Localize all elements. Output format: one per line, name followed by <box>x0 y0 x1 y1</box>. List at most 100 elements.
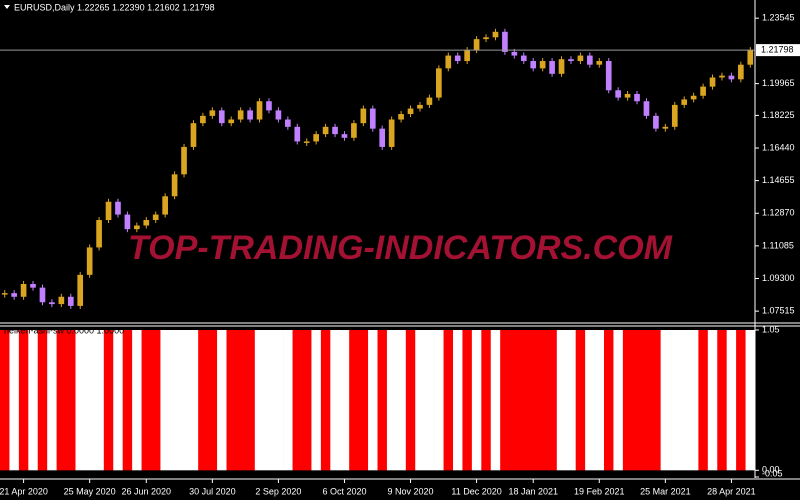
candle-body <box>200 115 206 124</box>
indicator-bar <box>339 330 350 471</box>
indicator-bar <box>151 330 161 471</box>
menu-arrow[interactable] <box>4 5 10 9</box>
indicator-bar <box>679 330 690 471</box>
indicator-bar <box>254 330 265 471</box>
watermark: TOP-TRADING-INDICATORS.COM <box>128 229 673 267</box>
x-tick-label: 6 Oct 2020 <box>322 486 366 496</box>
candle-body <box>445 55 452 69</box>
x-tick-label: 26 Jun 2020 <box>122 486 172 496</box>
candle-body <box>700 86 706 96</box>
candle-body <box>624 93 631 98</box>
candle-body <box>596 61 603 65</box>
indicator-bar <box>670 330 680 471</box>
candle-body <box>143 220 150 226</box>
indicator-bar <box>28 330 39 471</box>
candle-body <box>671 104 678 127</box>
indicator-bar <box>141 330 152 471</box>
candle-body <box>313 134 319 142</box>
candle-body <box>709 77 716 87</box>
y-tick-label: 1.23545 <box>762 13 795 23</box>
indicator-bar <box>160 330 171 471</box>
indicator-bar <box>519 330 529 471</box>
indicator-bar <box>235 330 246 471</box>
candle-body <box>605 61 612 91</box>
indicator-bar <box>198 330 208 471</box>
candle-body <box>407 108 414 115</box>
candle-body <box>1 293 8 295</box>
indicator-bar <box>113 330 123 471</box>
candle-body <box>634 93 640 102</box>
indicator-bar <box>717 330 727 471</box>
candle-body <box>96 220 102 248</box>
indicator-bar <box>462 330 473 471</box>
indicator-bar <box>604 330 614 471</box>
indicator-bar <box>537 330 548 471</box>
indicator-bar <box>226 330 237 471</box>
indicator-bar <box>264 330 274 471</box>
x-tick-label: 9 Nov 2020 <box>388 486 434 496</box>
indicator-bar <box>320 330 331 471</box>
candle-body <box>568 59 574 62</box>
y-tick-label: 1.11085 <box>762 240 794 250</box>
candle-body <box>190 123 197 147</box>
indicator-bar <box>358 330 369 471</box>
candle-body <box>360 108 367 124</box>
candle-body <box>643 101 650 116</box>
candle-body <box>738 64 744 80</box>
indicator-bar <box>528 330 539 471</box>
indicator-bar <box>217 330 227 471</box>
y-tick-label: 1.16440 <box>762 142 795 152</box>
candle-body <box>690 95 697 100</box>
candle-body <box>379 128 386 147</box>
indicator-bar <box>368 330 378 471</box>
indicator-bar <box>556 330 567 471</box>
candle-body <box>398 114 404 120</box>
candle-body <box>303 141 310 143</box>
candle-body <box>436 68 442 98</box>
indicator-y-tick-label: 0.00 <box>762 465 780 475</box>
indicator-bar <box>434 330 444 471</box>
candle-body <box>115 201 121 215</box>
y-tick-label: 1.09300 <box>762 273 795 283</box>
indicator-bar <box>509 330 520 471</box>
candle-body <box>341 134 348 138</box>
x-tick-label: 28 Apr 2021 <box>707 486 756 496</box>
candle-body <box>67 296 74 306</box>
x-tick-label: 21 Apr 2020 <box>0 486 48 496</box>
x-tick-label: 2 Sep 2020 <box>255 486 301 496</box>
candle-body <box>681 99 688 105</box>
indicator-bar <box>103 330 114 471</box>
indicator-bar <box>349 330 359 471</box>
candle-body <box>171 174 178 197</box>
indicator-bar <box>84 330 95 471</box>
indicator-bar <box>566 330 576 471</box>
candle-body <box>502 31 508 52</box>
indicator-bar <box>169 330 180 471</box>
candle-body <box>388 119 395 147</box>
indicator-bar <box>547 330 558 471</box>
x-tick-label: 25 Mar 2021 <box>640 486 691 496</box>
candle-body <box>134 225 140 230</box>
indicator-bar <box>132 330 142 471</box>
candle-body <box>275 110 282 120</box>
candle-body <box>653 115 659 129</box>
chart-title: EURUSD,Daily 1.22265 1.22390 1.21602 1.2… <box>14 2 215 12</box>
y-tick-label: 1.19965 <box>762 78 795 88</box>
indicator-bar <box>292 330 303 471</box>
candle-body <box>615 90 621 98</box>
indicator-bar <box>311 330 322 471</box>
y-tick-label: 1.07515 <box>762 306 795 316</box>
candle-body <box>152 214 159 221</box>
candle-body <box>520 55 527 62</box>
indicator-bar <box>405 330 416 471</box>
x-tick-label: 11 Dec 2020 <box>451 486 501 496</box>
indicator-bar <box>575 330 586 471</box>
indicator-bar <box>698 330 709 471</box>
indicator-bar <box>688 330 699 471</box>
indicator-bar <box>273 330 284 471</box>
y-tick-label: 1.18225 <box>762 110 795 120</box>
indicator-bar <box>245 330 256 471</box>
x-tick-label: 30 Jul 2020 <box>189 486 236 496</box>
